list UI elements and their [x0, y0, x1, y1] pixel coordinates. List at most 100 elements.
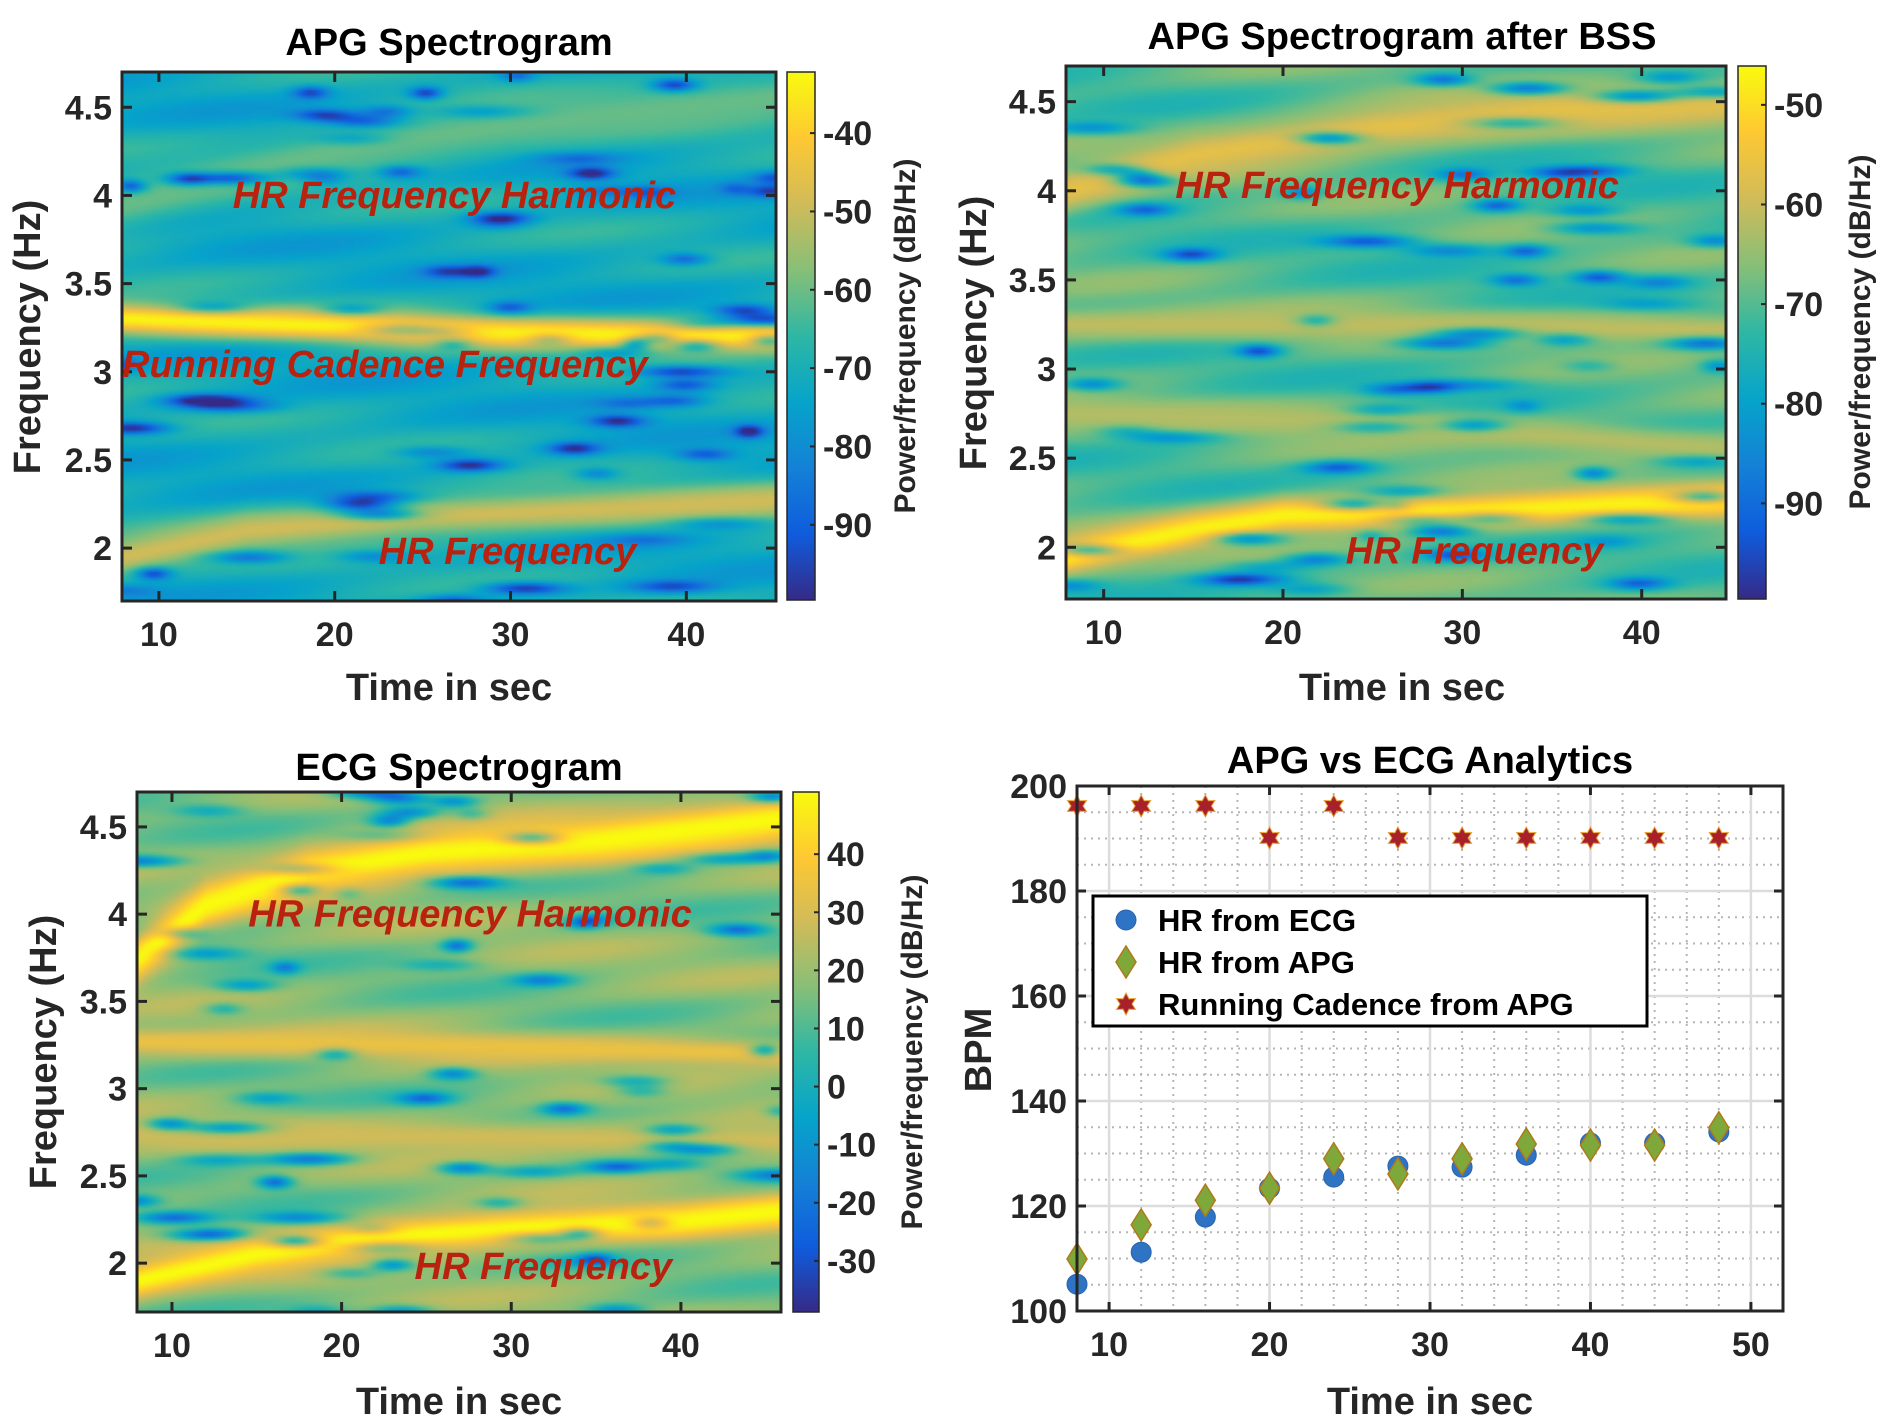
plot-frame — [135, 790, 783, 1314]
cadence-point — [1259, 825, 1281, 851]
colorbar-tick-label: 20 — [827, 952, 865, 990]
colorbar-label: Power/frequency (dB/Hz) — [1844, 154, 1877, 509]
y-axis-label: Frequency (Hz) — [23, 915, 65, 1189]
chart-title: ECG Spectrogram — [295, 747, 622, 789]
y-tick-label: 140 — [1010, 1083, 1067, 1121]
y-tick-label: 3 — [1037, 351, 1056, 389]
y-tick-label: 2 — [1037, 529, 1056, 567]
colorbar-tick-label: -30 — [827, 1243, 876, 1281]
plot-frame — [120, 70, 778, 603]
spectrogram-image — [137, 792, 781, 1312]
y-tick-label: 3.5 — [1009, 262, 1056, 300]
y-tick-label: 120 — [1010, 1188, 1067, 1226]
x-tick-label: 20 — [1251, 1326, 1289, 1364]
x-axis-label: Time in sec — [1327, 1381, 1533, 1423]
annotation-label: HR Frequency Harmonic — [1175, 165, 1618, 207]
colorbar-tick-label: -70 — [823, 350, 872, 388]
cadence-point — [1644, 825, 1666, 851]
y-tick-label: 3 — [108, 1071, 127, 1109]
apg-spectrogram-panel: APG Spectrogram Time in sec Frequency (H… — [7, 22, 922, 709]
x-tick-label: 20 — [1264, 614, 1302, 652]
colorbar-tick-label: 40 — [827, 836, 865, 874]
x-tick-label: 30 — [492, 1327, 530, 1365]
x-tick-label: 30 — [1411, 1326, 1449, 1364]
y-tick-label: 180 — [1010, 873, 1067, 911]
x-tick-label: 10 — [1090, 1326, 1128, 1364]
cadence-point — [1451, 825, 1473, 851]
colorbar-label: Power/frequency (dB/Hz) — [889, 158, 922, 513]
colorbar — [792, 791, 820, 1313]
hr-apg-point — [1643, 1127, 1666, 1163]
x-tick-label: 20 — [316, 616, 354, 654]
colorbar-tick-label: -90 — [1774, 485, 1823, 523]
ecg-spectrogram-panel: ECG Spectrogram Time in sec Frequency (H… — [23, 747, 929, 1423]
y-tick-label: 2.5 — [1009, 440, 1056, 478]
y-tick-label: 4 — [1037, 173, 1056, 211]
annotation-label: HR Frequency Harmonic — [233, 175, 676, 217]
hr-apg-point — [1515, 1126, 1538, 1162]
chart-title: APG vs ECG Analytics — [1227, 740, 1633, 782]
x-tick-label: 40 — [662, 1327, 700, 1365]
cadence-point — [1708, 825, 1730, 851]
x-tick-label: 30 — [492, 616, 530, 654]
y-tick-label: 4 — [108, 896, 127, 934]
chart-title: APG Spectrogram after BSS — [1148, 16, 1657, 58]
y-tick-label: 2.5 — [80, 1158, 127, 1196]
cadence-point — [1323, 793, 1345, 819]
hr-apg-point — [1387, 1156, 1409, 1192]
legend-label: HR from APG — [1158, 945, 1355, 980]
annotation-label: HR Frequency — [1346, 530, 1605, 572]
y-tick-label: 160 — [1010, 978, 1067, 1016]
x-tick-label: 50 — [1732, 1326, 1770, 1364]
colorbar-tick-label: -40 — [823, 115, 872, 153]
y-tick-label: 100 — [1010, 1293, 1067, 1331]
legend-marker-hr-ecg — [1115, 909, 1137, 931]
colorbar — [1737, 65, 1767, 600]
colorbar-tick-label: -80 — [823, 428, 872, 466]
legend-marker-cadence — [1115, 991, 1137, 1017]
analytics-scatter-panel: APG vs ECG Analytics Time in sec BPM 10 2… — [958, 740, 1785, 1423]
spectrogram-image — [122, 72, 776, 601]
colorbar-tick-label: -10 — [827, 1127, 876, 1165]
colorbar-tick-label: 10 — [827, 1010, 865, 1048]
legend-label: Running Cadence from APG — [1158, 987, 1574, 1022]
hr-ecg-point — [1130, 1241, 1152, 1263]
x-axis-label: Time in sec — [1299, 667, 1505, 709]
x-axis-label: Time in sec — [356, 1381, 562, 1423]
x-tick-label: 10 — [140, 616, 178, 654]
y-tick-label: 4.5 — [65, 89, 112, 127]
y-axis-label: Frequency (Hz) — [7, 200, 49, 474]
annotation-label: Running Cadence Frequency — [122, 344, 650, 386]
legend-label: HR from ECG — [1158, 903, 1356, 938]
annotation-label: HR Frequency — [379, 531, 638, 573]
x-tick-label: 10 — [1085, 614, 1123, 652]
legend-box — [1091, 894, 1649, 1028]
y-tick-label: 2.5 — [65, 442, 112, 480]
hr-apg-point — [1707, 1110, 1730, 1146]
hr-apg-point — [1130, 1207, 1153, 1243]
y-tick-label: 3 — [93, 354, 112, 392]
hr-apg-point — [1322, 1141, 1345, 1177]
colorbar-tick-label: -80 — [1774, 386, 1823, 424]
legend: HR from ECG HR from APG Running Cadence fr… — [1091, 894, 1649, 1028]
y-tick-label: 4.5 — [1009, 84, 1056, 122]
x-tick-label: 40 — [1572, 1326, 1610, 1364]
colorbar — [786, 71, 816, 601]
x-tick-label: 10 — [153, 1327, 191, 1365]
series-hr-apg — [1066, 1110, 1730, 1277]
y-axis-label: BPM — [958, 1008, 1000, 1092]
colorbar-tick-label: -50 — [823, 193, 872, 231]
x-tick-label: 40 — [667, 616, 705, 654]
annotation-label: HR Frequency Harmonic — [248, 893, 691, 935]
annotation-label: HR Frequency — [415, 1246, 674, 1288]
hr-apg-point — [1579, 1127, 1602, 1163]
cadence-point — [1387, 825, 1409, 851]
y-tick-label: 200 — [1010, 768, 1067, 806]
x-tick-label: 40 — [1623, 614, 1661, 652]
hr-apg-point — [1194, 1182, 1217, 1218]
legend-marker-hr-apg — [1115, 944, 1137, 980]
colorbar-tick-label: 0 — [827, 1069, 846, 1107]
colorbar-tick-label: -60 — [1774, 186, 1823, 224]
colorbar-tick-label: -60 — [823, 272, 872, 310]
